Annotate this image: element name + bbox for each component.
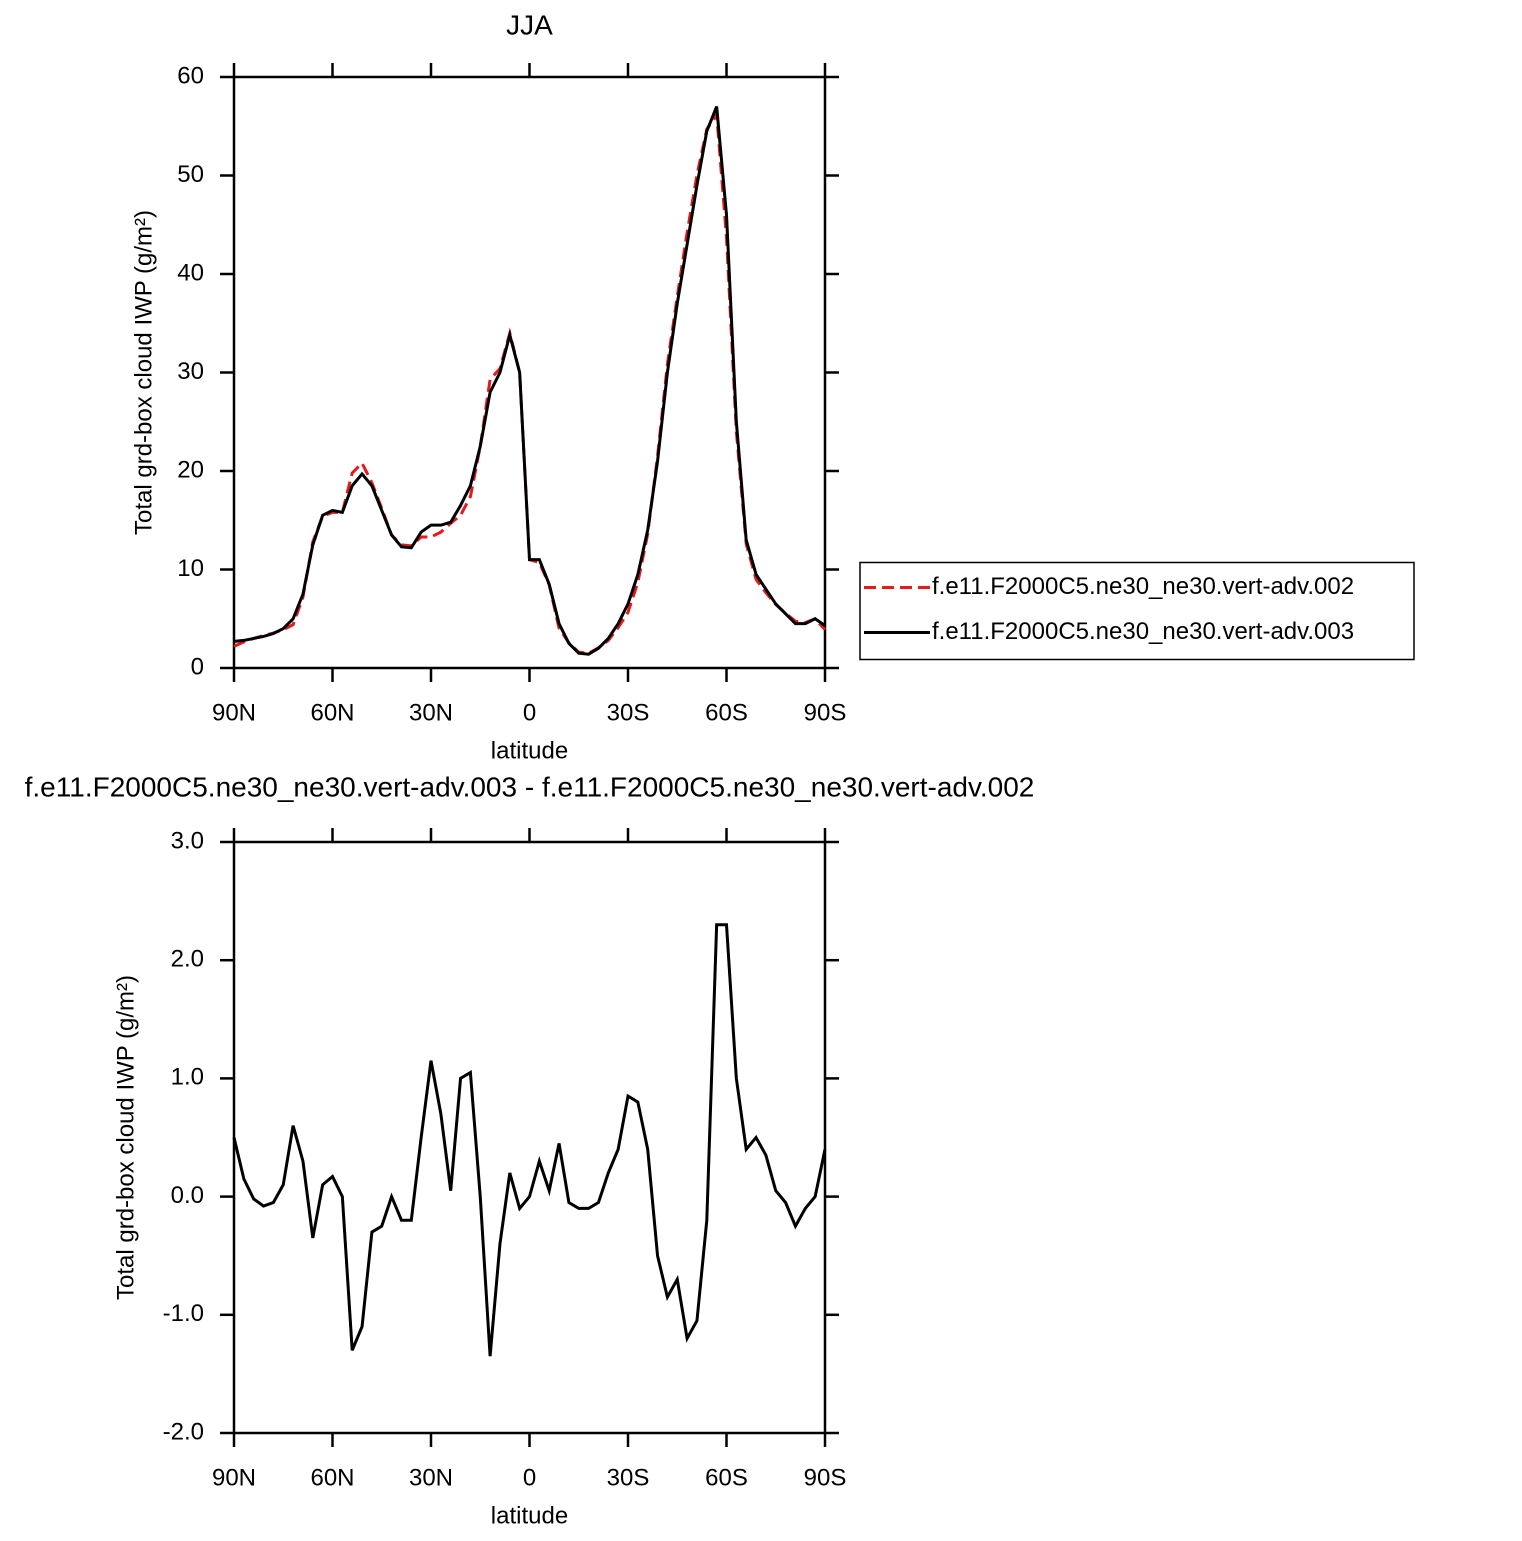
data-line [233,110,827,655]
y-tick-label: 50 [177,161,204,188]
y-axis-label: Total grd-box cloud IWP (g/m²) [130,210,157,535]
y-tick-label: 10 [177,555,204,582]
x-tick-label: 90N [212,699,256,726]
x-axis-label: latitude [491,1502,568,1529]
y-tick-label: 30 [177,358,204,385]
y-tick-label: 0 [191,653,204,680]
x-tick-label: 90S [804,699,847,726]
plot-frame [232,75,827,670]
legend-label: f.e11.F2000C5.ne30_ne30.vert-adv.003 [932,618,1354,645]
x-tick-label: 60N [310,699,354,726]
legend-label: f.e11.F2000C5.ne30_ne30.vert-adv.002 [932,573,1354,600]
y-tick-label: 0.0 [171,1182,204,1209]
y-tick-label: 60 [177,62,204,89]
x-tick-label: 30S [607,699,650,726]
x-tick-label: 0 [523,699,536,726]
y-tick-label: -1.0 [163,1300,204,1327]
legend-box [859,561,1415,661]
chart-title: f.e11.F2000C5.ne30_ne30.vert-adv.003 - f… [25,771,1035,802]
x-tick-label: 0 [523,1464,536,1491]
x-tick-label: 90N [212,1464,256,1491]
y-tick-label: -2.0 [163,1418,204,1445]
y-tick-label: 2.0 [171,946,204,973]
x-tick-label: 30N [409,1464,453,1491]
y-tick-label: 3.0 [171,827,204,854]
x-tick-label: 60N [310,1464,354,1491]
x-axis-label: latitude [491,737,568,764]
plot-frame [232,840,827,1435]
x-tick-label: 90S [804,1464,847,1491]
y-axis-label: Total grd-box cloud IWP (g/m²) [112,975,139,1300]
x-tick-label: 30S [607,1464,650,1491]
y-tick-label: 1.0 [171,1064,204,1091]
x-tick-label: 30N [409,699,453,726]
data-line [232,923,827,1357]
data-line [233,105,826,656]
x-tick-label: 60S [705,699,748,726]
y-tick-label: 20 [177,456,204,483]
chart-title: JJA [506,9,553,40]
x-tick-label: 60S [705,1464,748,1491]
y-tick-label: 40 [177,259,204,286]
